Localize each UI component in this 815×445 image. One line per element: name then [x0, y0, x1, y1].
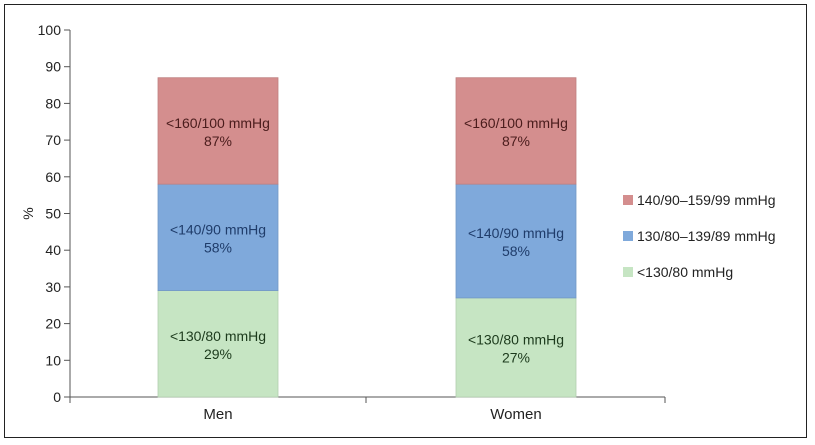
y-tick-label: 20	[45, 316, 61, 332]
bar-segment-label: <130/80 mmHg	[468, 331, 564, 347]
chart-frame	[4, 4, 807, 438]
y-tick-label: 40	[45, 242, 61, 258]
y-tick-label: 90	[45, 59, 61, 75]
y-tick-label: 10	[45, 352, 61, 368]
bar-segment-value: 58%	[502, 243, 530, 259]
legend-label: 140/90–159/99 mmHg	[637, 192, 776, 208]
bars: <130/80 mmHg 29% <140/90 mmHg 58% <160/100 m…	[157, 77, 577, 398]
legend-swatch	[623, 231, 633, 241]
y-tick-label: 70	[45, 132, 61, 148]
y-axis-label: %	[20, 207, 36, 219]
bar-segment-label: <140/90 mmHg	[468, 225, 564, 241]
bar-segment	[455, 297, 577, 398]
legend-label: <130/80 mmHg	[637, 264, 733, 280]
bar-segment-label: <160/100 mmHg	[166, 115, 270, 131]
y-tick-label: 60	[45, 169, 61, 185]
bar-segment-value: 58%	[204, 239, 232, 255]
bar-segment-value: 87%	[502, 133, 530, 149]
y-tick-label: 80	[45, 95, 61, 111]
y-tick-label: 0	[53, 389, 61, 405]
y-tick-label: 30	[45, 279, 61, 295]
bar-segment	[455, 77, 577, 185]
bar-segment-value: 27%	[502, 349, 530, 365]
legend-swatch	[623, 267, 633, 277]
bar-segment	[157, 77, 279, 185]
x-category-label: Women	[490, 406, 541, 423]
legend-label: 130/80–139/89 mmHg	[637, 228, 776, 244]
legend: 140/90–159/99 mmHg 130/80–139/89 mmHg <130…	[623, 192, 776, 280]
bar-segment-value: 87%	[204, 133, 232, 149]
bar-segment-value: 29%	[204, 346, 232, 362]
bar-segment-label: <160/100 mmHg	[464, 115, 568, 131]
bar-segment-label: <140/90 mmHg	[170, 221, 266, 237]
y-tick-label: 50	[45, 206, 61, 222]
y-tick-label: 100	[38, 22, 62, 38]
bar-segment	[157, 290, 279, 398]
bar-segment-label: <130/80 mmHg	[170, 328, 266, 344]
x-category-label: Men	[203, 406, 232, 423]
legend-swatch	[623, 195, 633, 205]
bar-segment	[455, 183, 577, 299]
